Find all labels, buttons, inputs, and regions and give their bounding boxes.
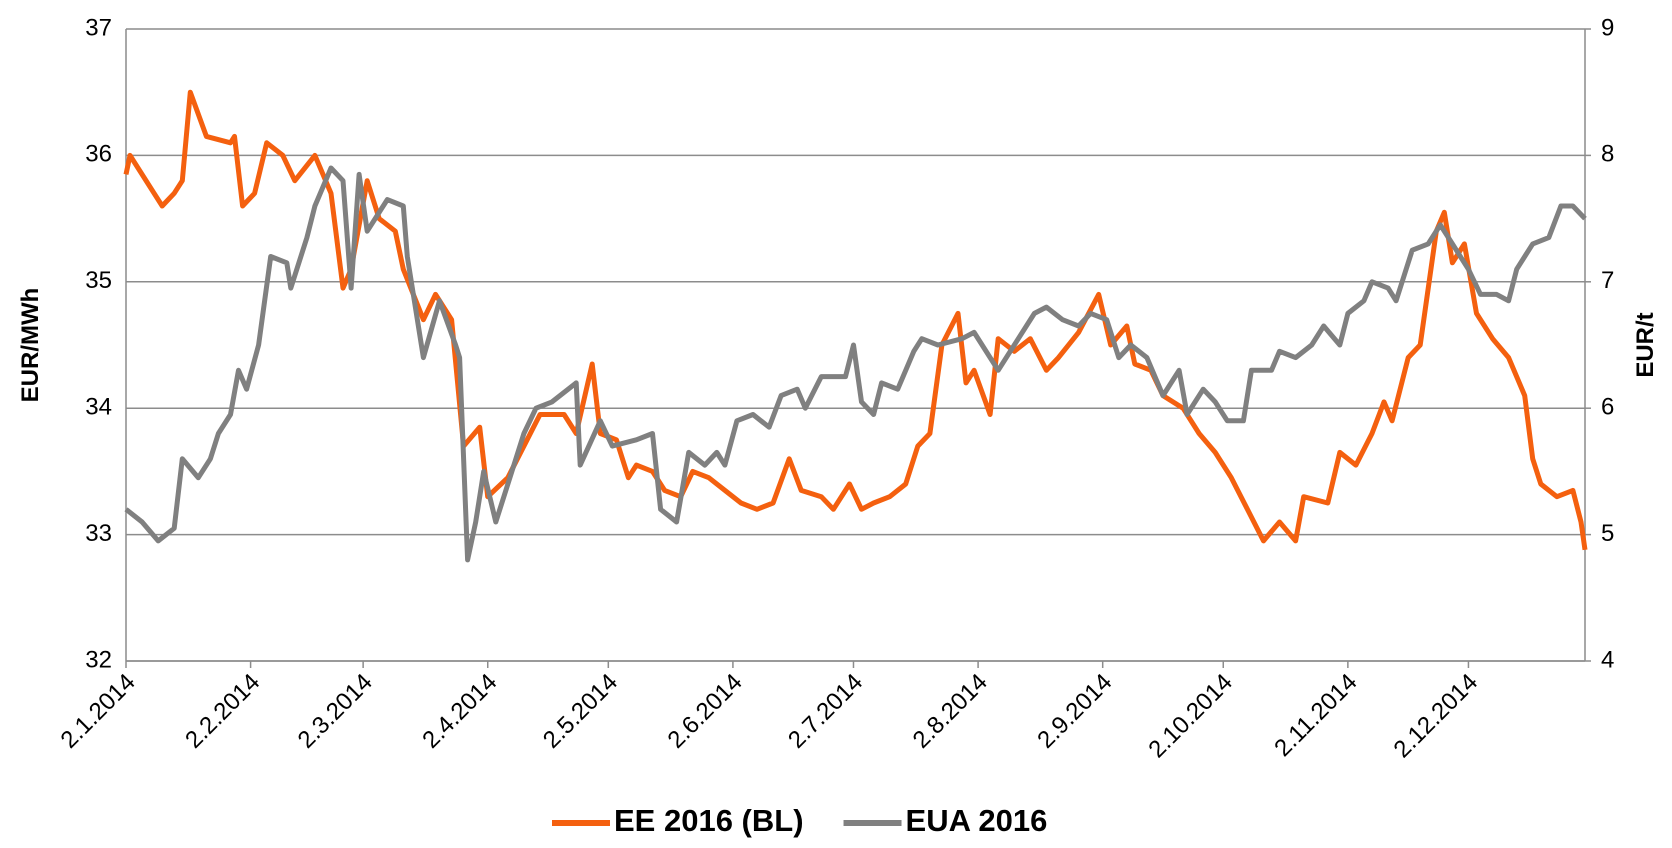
legend-label: EUA 2016 [906,803,1048,838]
x-tick-label: 2.9.2014 [1032,669,1117,754]
x-tick-label: 2.12.2014 [1389,669,1484,764]
y-axis-title: EUR/MWh [17,288,44,403]
y-tick-label: 33 [85,520,112,547]
y2-tick-label: 4 [1601,646,1614,673]
x-tick-label: 2.3.2014 [293,669,378,754]
x-tick-label: 2.8.2014 [908,669,993,754]
y-tick-label: 32 [85,646,112,673]
x-tick-label: 2.6.2014 [662,669,747,754]
x-tick-label: 2.5.2014 [538,669,623,754]
y2-tick-label: 5 [1601,520,1614,547]
x-tick-label: 2.4.2014 [417,669,502,754]
y2-tick-label: 8 [1601,141,1614,168]
y-tick-label: 35 [85,267,112,294]
series-line [123,89,1588,551]
y2-axis-title: EUR/t [1632,312,1659,377]
x-tick-label: 2.2.2014 [180,669,265,754]
y-tick-label: 34 [85,394,112,421]
series-line [124,165,1587,563]
x-tick-label: 2.11.2014 [1269,669,1362,762]
x-tick-label: 2.1.2014 [56,669,141,754]
y2-tick-label: 7 [1601,267,1614,294]
legend-label: EE 2016 (BL) [614,803,804,838]
y-tick-label: 36 [85,141,112,168]
x-tick-label: 2.10.2014 [1143,669,1238,764]
x-tick-label: 2.7.2014 [783,669,868,754]
y2-tick-label: 9 [1601,14,1614,41]
y-tick-label: 37 [85,14,112,41]
y2-tick-label: 6 [1601,394,1614,421]
